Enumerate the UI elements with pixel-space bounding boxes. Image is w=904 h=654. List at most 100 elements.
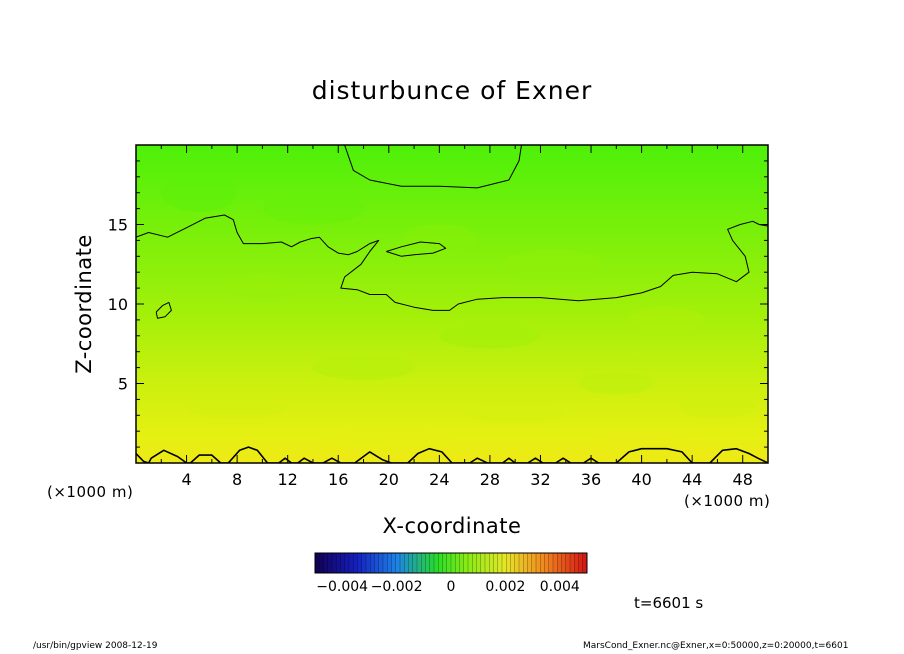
colorbar-cell <box>366 553 371 573</box>
colorbar-cell <box>340 553 346 573</box>
colorbar-cell <box>514 553 520 573</box>
contour-lens <box>386 241 447 257</box>
x-tick-label: 8 <box>232 470 242 489</box>
colorbar-cell <box>438 553 443 573</box>
field-blotch <box>401 224 478 257</box>
colorbar-cell <box>327 553 333 573</box>
x-tick-label: 40 <box>631 470 651 489</box>
colorbar-cell <box>387 553 392 573</box>
colorbar-cell <box>527 553 533 573</box>
x-axis-label: X-coordinate <box>382 514 522 538</box>
colorbar-cell <box>370 553 375 573</box>
colorbar-cell <box>404 553 409 573</box>
colorbar-cell <box>468 553 473 573</box>
colorbar-cell <box>332 553 337 573</box>
x-tick-label: 4 <box>181 470 191 489</box>
time-annotation: t=6601 s <box>634 594 704 612</box>
colorbar-cell <box>400 553 405 573</box>
colorbar-cell <box>323 553 329 573</box>
colorbar-tick-label: −0.004 <box>316 579 368 595</box>
colorbar-cell <box>408 553 414 573</box>
field-blotch <box>502 249 604 279</box>
colorbar-cell <box>374 553 380 573</box>
colorbar-cell <box>548 553 554 573</box>
colorbar-cell <box>523 553 528 573</box>
colorbar-cell <box>561 553 567 573</box>
colorbar-cell <box>540 553 545 573</box>
x-tick-label: 16 <box>328 470 348 489</box>
colorbar-cell <box>446 553 452 573</box>
colorbar-cell <box>506 553 511 573</box>
colorbar-cell <box>519 553 524 573</box>
y-tick-label: 10 <box>108 295 128 314</box>
field-blotch <box>679 396 756 419</box>
colorbar-cell <box>531 553 537 573</box>
x-tick-label: 12 <box>278 470 298 489</box>
colorbar-cell <box>557 553 562 573</box>
colorbar-cell <box>459 553 465 573</box>
colorbar-cell <box>336 553 341 573</box>
field-blotch <box>186 396 288 419</box>
y-axis-unit: (×1000 m) <box>47 483 134 501</box>
colorbar-cell <box>536 553 541 573</box>
colorbar-cell <box>497 553 503 573</box>
field-blotch <box>591 432 693 456</box>
colorbar-cell <box>485 553 490 573</box>
colorbar-cell <box>434 553 439 573</box>
chart-title: disturbunce of Exner <box>311 76 593 105</box>
colorbar-cell <box>578 553 584 573</box>
colorbar-cell <box>421 553 426 573</box>
colorbar-cell <box>417 553 422 573</box>
colorbar-cell <box>510 553 516 573</box>
x-tick-label: 44 <box>682 470 702 489</box>
x-tick-label: 32 <box>530 470 550 489</box>
colorbar-cell <box>319 553 324 573</box>
x-axis-unit: (×1000 m) <box>684 492 771 510</box>
colorbar-cell <box>574 553 579 573</box>
colorbar-cell <box>472 553 477 573</box>
x-tick-label: 24 <box>429 470 449 489</box>
field-blotch <box>161 173 238 212</box>
y-tick-label: 15 <box>108 216 128 235</box>
y-axis-label: Z-coordinate <box>72 234 96 374</box>
colorbar-cell <box>544 553 550 573</box>
field-blotch <box>262 192 364 225</box>
colorbar-cell <box>349 553 354 573</box>
colorbar-cell <box>357 553 363 573</box>
field-blotch <box>628 307 705 333</box>
colorbar-cell <box>570 553 575 573</box>
field-blotch <box>312 354 415 381</box>
colorbar-tick-label: 0 <box>447 579 456 595</box>
colorbar-tick-label: 0.004 <box>540 579 580 595</box>
x-tick-label: 20 <box>379 470 399 489</box>
field-texture <box>161 173 756 456</box>
footer-right: MarsCond_Exner.nc@Exner,x=0:50000,z=0:20… <box>583 641 849 651</box>
footer-left: /usr/bin/gpview 2008-12-19 <box>33 641 158 651</box>
colorbar-cell <box>395 553 401 573</box>
contour-bottom <box>136 446 768 463</box>
field-blotch <box>464 400 566 424</box>
colorbar: −0.004 −0.002 0 0.002 0.004 <box>314 552 588 595</box>
colorbar-tick-label: 0.002 <box>485 579 525 595</box>
colorbar-frame <box>314 552 588 574</box>
colorbar-cell <box>553 553 558 573</box>
colorbar-cell <box>425 553 431 573</box>
colorbar-cell <box>493 553 499 573</box>
colorbar-cell <box>442 553 448 573</box>
colorbar-cell <box>582 553 588 573</box>
colorbar-cell <box>344 553 350 573</box>
field-blotch <box>325 428 452 451</box>
colorbar-cell <box>383 553 388 573</box>
colorbar-cell <box>463 553 469 573</box>
colorbar-cell <box>412 553 418 573</box>
contour-top <box>344 145 522 189</box>
field-blotch <box>439 323 541 349</box>
contour-small-loop <box>155 301 172 319</box>
colorbar-tick-label: −0.002 <box>371 579 423 595</box>
y-tick-label: 5 <box>118 375 128 394</box>
colorbar-cell <box>378 553 384 573</box>
colorbar-cell <box>315 553 320 573</box>
colorbar-cell <box>565 553 571 573</box>
field-blotch <box>224 275 301 301</box>
